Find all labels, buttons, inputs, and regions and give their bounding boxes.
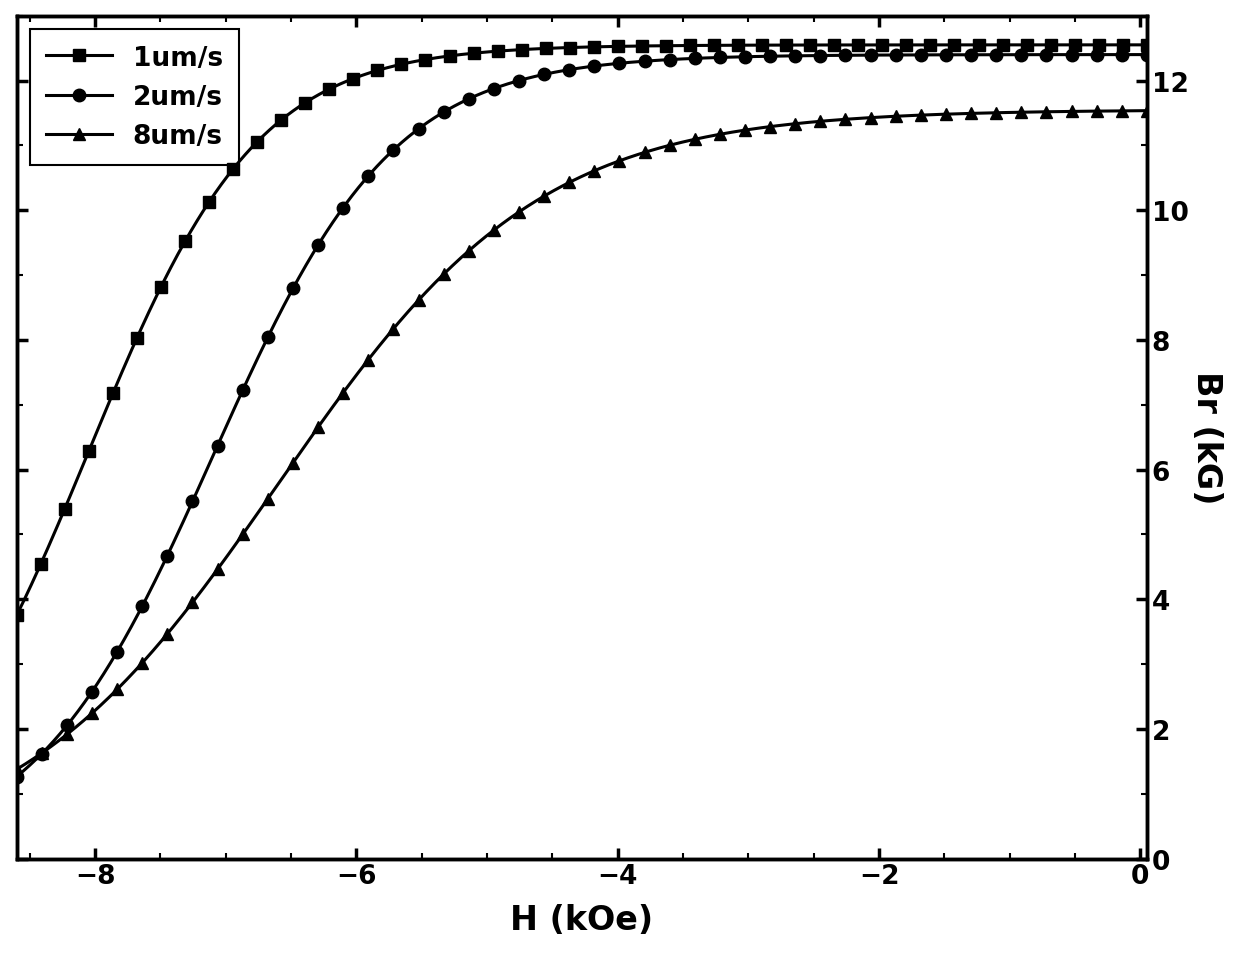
Legend: 1um/s, 2um/s, 8um/s: 1um/s, 2um/s, 8um/s [30, 30, 239, 166]
X-axis label: H (kOe): H (kOe) [510, 903, 653, 937]
Y-axis label: Br (kG): Br (kG) [1190, 371, 1224, 504]
